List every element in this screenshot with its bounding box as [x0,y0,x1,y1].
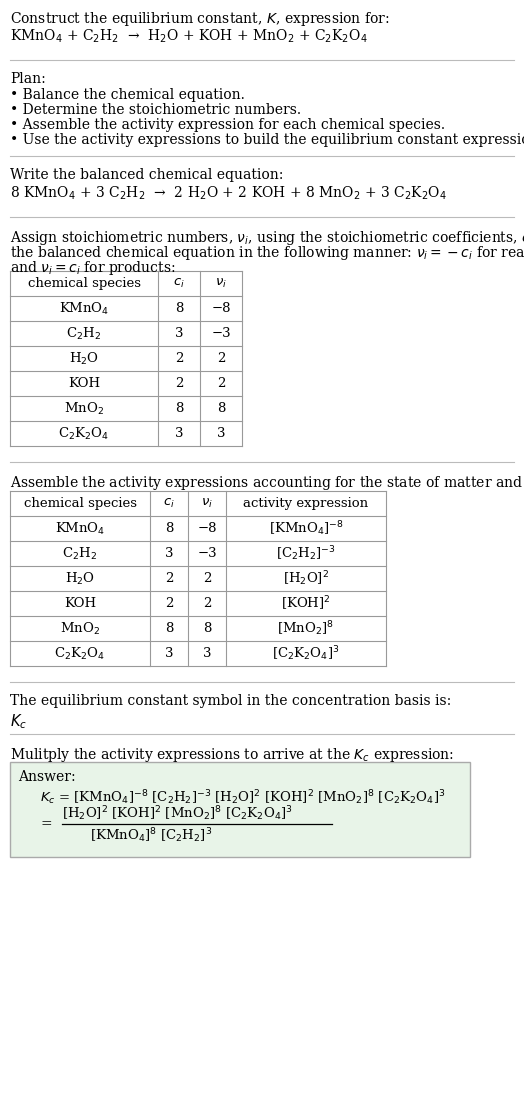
Text: Assign stoichiometric numbers, $\nu_i$, using the stoichiometric coefficients, $: Assign stoichiometric numbers, $\nu_i$, … [10,229,524,247]
Text: chemical species: chemical species [27,277,140,290]
Text: 3: 3 [165,547,173,560]
Text: $c_i$: $c_i$ [163,497,175,510]
Text: 3: 3 [203,647,211,660]
Text: −8: −8 [197,522,217,535]
Text: Assemble the activity expressions accounting for the state of matter and $\nu_i$: Assemble the activity expressions accoun… [10,474,524,492]
Text: [MnO$_2$]$^8$: [MnO$_2$]$^8$ [278,619,334,638]
Text: • Use the activity expressions to build the equilibrium constant expression.: • Use the activity expressions to build … [10,133,524,147]
Text: and $\nu_i = c_i$ for products:: and $\nu_i = c_i$ for products: [10,259,176,277]
Text: 3: 3 [174,427,183,440]
Text: • Balance the chemical equation.: • Balance the chemical equation. [10,88,245,101]
Text: 3: 3 [174,326,183,340]
Text: 2: 2 [165,597,173,610]
Text: 8: 8 [175,302,183,315]
Text: the balanced chemical equation in the following manner: $\nu_i = -c_i$ for react: the balanced chemical equation in the fo… [10,244,524,263]
Text: C$_2$H$_2$: C$_2$H$_2$ [62,546,97,561]
Text: KOH: KOH [68,377,100,390]
Text: 2: 2 [203,572,211,585]
Text: KMnO$_4$: KMnO$_4$ [59,300,109,317]
Text: 2: 2 [217,352,225,365]
Text: 8: 8 [203,622,211,635]
Text: 8: 8 [165,622,173,635]
Text: The equilibrium constant symbol in the concentration basis is:: The equilibrium constant symbol in the c… [10,694,451,708]
Text: • Assemble the activity expression for each chemical species.: • Assemble the activity expression for e… [10,118,445,132]
Text: Mulitply the activity expressions to arrive at the $K_c$ expression:: Mulitply the activity expressions to arr… [10,746,454,764]
Text: $c_i$: $c_i$ [173,277,185,290]
Text: [KMnO$_4$]$^8$ [C$_2$H$_2$]$^3$: [KMnO$_4$]$^8$ [C$_2$H$_2$]$^3$ [90,826,212,845]
Text: MnO$_2$: MnO$_2$ [60,621,100,636]
Text: 2: 2 [175,352,183,365]
Text: [H$_2$O]$^2$: [H$_2$O]$^2$ [283,569,329,588]
Text: H$_2$O: H$_2$O [69,351,99,366]
Text: Write the balanced chemical equation:: Write the balanced chemical equation: [10,168,283,182]
Text: 8 KMnO$_4$ + 3 C$_2$H$_2$  →  2 H$_2$O + 2 KOH + 8 MnO$_2$ + 3 C$_2$K$_2$O$_4$: 8 KMnO$_4$ + 3 C$_2$H$_2$ → 2 H$_2$O + 2… [10,185,447,202]
Text: 2: 2 [217,377,225,390]
Text: 8: 8 [165,522,173,535]
Text: 8: 8 [217,401,225,415]
Text: chemical species: chemical species [24,497,136,510]
Text: 2: 2 [175,377,183,390]
Text: [C$_2$K$_2$O$_4$]$^3$: [C$_2$K$_2$O$_4$]$^3$ [272,644,340,663]
Text: KOH: KOH [64,597,96,610]
Text: [H$_2$O]$^2$ [KOH]$^2$ [MnO$_2$]$^8$ [C$_2$K$_2$O$_4$]$^3$: [H$_2$O]$^2$ [KOH]$^2$ [MnO$_2$]$^8$ [C$… [62,805,293,823]
Text: C$_2$K$_2$O$_4$: C$_2$K$_2$O$_4$ [59,426,110,441]
Text: C$_2$K$_2$O$_4$: C$_2$K$_2$O$_4$ [54,645,105,662]
Text: KMnO$_4$: KMnO$_4$ [55,521,105,536]
Text: −3: −3 [197,547,217,560]
Text: 2: 2 [203,597,211,610]
Text: Construct the equilibrium constant, $K$, expression for:: Construct the equilibrium constant, $K$,… [10,10,390,28]
Text: [KOH]$^2$: [KOH]$^2$ [281,595,331,612]
Text: [KMnO$_4$]$^{-8}$: [KMnO$_4$]$^{-8}$ [269,520,343,538]
Text: C$_2$H$_2$: C$_2$H$_2$ [67,325,102,342]
Text: Plan:: Plan: [10,72,46,86]
Text: KMnO$_4$ + C$_2$H$_2$  →  H$_2$O + KOH + MnO$_2$ + C$_2$K$_2$O$_4$: KMnO$_4$ + C$_2$H$_2$ → H$_2$O + KOH + M… [10,28,367,45]
Text: MnO$_2$: MnO$_2$ [64,400,104,417]
Text: $K_c$ = [KMnO$_4$]$^{-8}$ [C$_2$H$_2$]$^{-3}$ [H$_2$O]$^2$ [KOH]$^2$ [MnO$_2$]$^: $K_c$ = [KMnO$_4$]$^{-8}$ [C$_2$H$_2$]$^… [40,788,445,806]
Text: $K_c$: $K_c$ [10,713,27,730]
Text: activity expression: activity expression [244,497,368,510]
Text: 3: 3 [165,647,173,660]
Text: −3: −3 [211,326,231,340]
Text: 8: 8 [175,401,183,415]
Text: [C$_2$H$_2$]$^{-3}$: [C$_2$H$_2$]$^{-3}$ [276,544,336,563]
Text: $\nu_i$: $\nu_i$ [201,497,213,510]
Text: 2: 2 [165,572,173,585]
Text: 3: 3 [217,427,225,440]
FancyBboxPatch shape [10,762,470,857]
Text: −8: −8 [211,302,231,315]
Text: =: = [40,817,52,831]
Text: $\nu_i$: $\nu_i$ [215,277,227,290]
Text: H$_2$O: H$_2$O [65,570,95,587]
Text: Answer:: Answer: [18,770,75,784]
Text: • Determine the stoichiometric numbers.: • Determine the stoichiometric numbers. [10,103,301,117]
